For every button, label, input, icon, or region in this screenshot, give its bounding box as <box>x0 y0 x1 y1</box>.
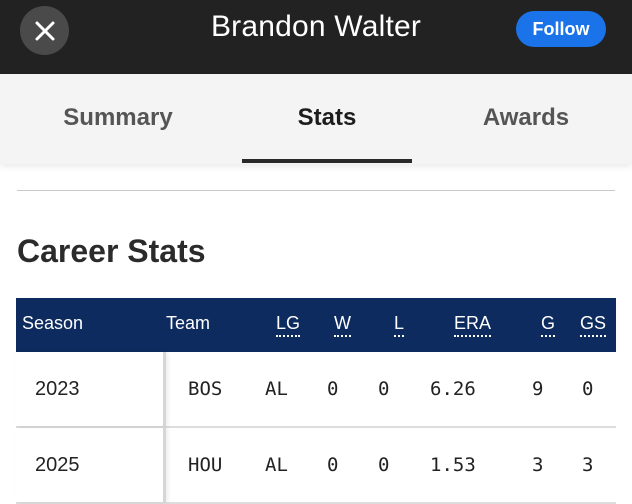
team-cell: HOU <box>188 454 223 476</box>
column-header-lg[interactable]: LG <box>276 313 301 337</box>
table-row: 2023 BOS AL 0 0 6.26 9 0 <box>16 352 616 428</box>
close-button[interactable] <box>20 6 69 55</box>
league-cell: AL <box>265 378 288 400</box>
column-header-season[interactable]: Season <box>22 313 84 333</box>
top-bar: Brandon Walter Follow <box>0 0 632 74</box>
era-cell: 1.53 <box>430 454 476 476</box>
tab-awards[interactable]: Awards <box>482 104 570 131</box>
losses-cell: 0 <box>378 378 390 400</box>
active-tab-indicator <box>242 159 412 163</box>
column-header-team[interactable]: Team <box>166 313 211 333</box>
tab-stats[interactable]: Stats <box>297 104 357 131</box>
tab-bar: Summary Stats Awards <box>0 74 632 164</box>
column-header-l[interactable]: L <box>394 313 405 337</box>
season-cell: 2025 <box>16 428 166 502</box>
wins-cell: 0 <box>327 454 339 476</box>
close-icon <box>34 20 56 42</box>
column-header-g[interactable]: G <box>541 313 556 337</box>
section-title: Career Stats <box>17 233 206 269</box>
wins-cell: 0 <box>327 378 339 400</box>
column-header-gs[interactable]: GS <box>580 313 607 337</box>
games-started-cell: 0 <box>582 378 594 400</box>
column-header-era[interactable]: ERA <box>454 313 492 337</box>
career-stats-table: Season Team LG W L ERA G GS 2023 BOS AL … <box>16 298 616 504</box>
league-cell: AL <box>265 454 288 476</box>
season-cell: 2023 <box>16 352 166 426</box>
era-cell: 6.26 <box>430 378 476 400</box>
table-header: Season Team LG W L ERA G GS <box>16 298 616 352</box>
games-started-cell: 3 <box>582 454 594 476</box>
follow-button[interactable]: Follow <box>516 11 606 47</box>
column-header-w[interactable]: W <box>334 313 351 337</box>
team-cell: BOS <box>188 378 223 400</box>
losses-cell: 0 <box>378 454 390 476</box>
player-name-title: Brandon Walter <box>210 10 422 43</box>
tab-summary[interactable]: Summary <box>63 104 173 131</box>
table-row: 2025 HOU AL 0 0 1.53 3 3 <box>16 428 616 504</box>
games-cell: 9 <box>532 378 544 400</box>
section-divider <box>17 190 615 191</box>
games-cell: 3 <box>532 454 544 476</box>
